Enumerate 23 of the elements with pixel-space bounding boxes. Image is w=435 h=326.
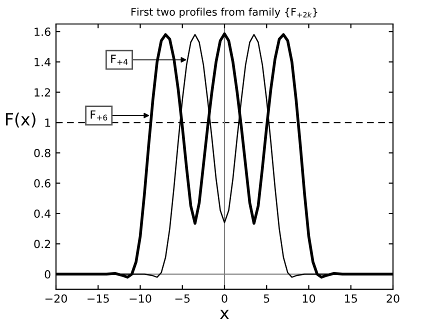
y-tick-label: 0.8 bbox=[34, 148, 50, 158]
x-tick-label: 5 bbox=[264, 294, 270, 303]
x-tick-label: −10 bbox=[130, 294, 152, 303]
y-tick-label: 1.4 bbox=[34, 58, 51, 66]
chart-title: First two profiles from family {F$_{+2k}$} bbox=[132, 8, 318, 18]
annotation: F$_{+4}$ bbox=[111, 54, 128, 65]
y-tick-label: 0.4 bbox=[34, 209, 51, 218]
x-tick-label: −15 bbox=[88, 294, 109, 303]
y-axis-title: F(x) bbox=[6, 112, 36, 128]
annotation: F$_{+6}$ bbox=[90, 110, 108, 121]
y-tick-label: 1 bbox=[45, 118, 50, 127]
x-tick-label: −20 bbox=[45, 294, 67, 303]
y-tick-label: 0.2 bbox=[34, 240, 50, 248]
y-tick-label: 0 bbox=[44, 270, 50, 279]
x-tick-label: −5 bbox=[175, 294, 190, 303]
x-tick-label: 0 bbox=[222, 294, 228, 303]
x-tick-label: 10 bbox=[302, 294, 316, 303]
y-tick-label: 0.6 bbox=[34, 179, 50, 188]
x-tick-label: 20 bbox=[386, 294, 400, 303]
y-tick-label: 1.2 bbox=[34, 88, 50, 96]
y-tick-label: 1.6 bbox=[34, 28, 50, 36]
x-axis-title: x bbox=[220, 310, 229, 319]
x-tick-label: 15 bbox=[345, 294, 357, 303]
